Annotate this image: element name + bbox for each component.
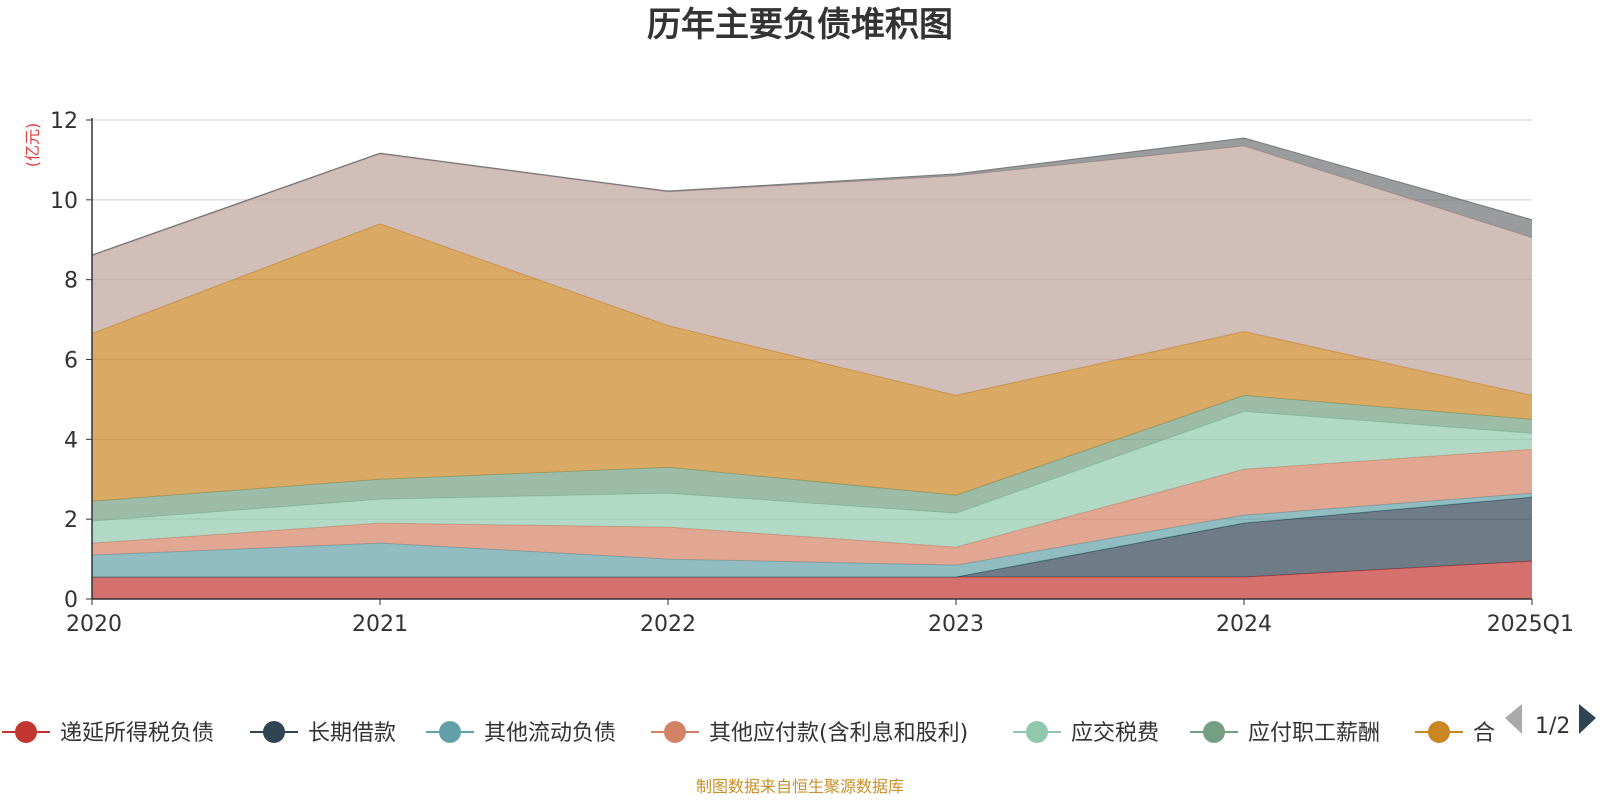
legend-pager[interactable]: 1/2 bbox=[1505, 704, 1596, 739]
y-tick-label: 0 bbox=[64, 588, 78, 613]
legend-item[interactable]: 应交税费 bbox=[1013, 721, 1159, 746]
legend-marker bbox=[1026, 721, 1048, 743]
source-note: 制图数据来自恒生聚源数据库 bbox=[696, 777, 904, 796]
pager-text: 1/2 bbox=[1535, 714, 1570, 739]
area-series bbox=[91, 137, 1533, 599]
area-series-递延所得税负债 bbox=[92, 561, 1532, 599]
legend-marker bbox=[664, 721, 686, 743]
area-series-应付账款 bbox=[92, 145, 1532, 396]
legend-item[interactable]: 长期借款 bbox=[250, 721, 396, 746]
legend-label: 其他流动负债 bbox=[484, 721, 616, 746]
legend-label: 长期借款 bbox=[308, 721, 396, 746]
x-tick-label: 2020 bbox=[66, 612, 122, 637]
legend-item[interactable]: 应付职工薪酬 bbox=[1190, 721, 1380, 746]
y-tick-label: 8 bbox=[64, 269, 78, 294]
area-series-应交税费 bbox=[92, 411, 1532, 548]
legend: 递延所得税负债 长期借款 其他流动负债 其他应付款(含利息和股利) 应交税费 应付职工薪酬… bbox=[2, 721, 1495, 746]
legend-item[interactable]: 其他应付款(含利息和股利) bbox=[651, 721, 968, 746]
legend-label: 应交税费 bbox=[1071, 721, 1159, 746]
x-tick-label: 2022 bbox=[640, 612, 696, 637]
area-series-合同负债 bbox=[92, 223, 1532, 502]
legend-marker bbox=[263, 721, 285, 743]
pager-prev-icon[interactable] bbox=[1505, 704, 1522, 734]
legend-label: 递延所得税负债 bbox=[60, 721, 214, 746]
legend-item[interactable]: 其他流动负债 bbox=[426, 721, 616, 746]
area-series-应付职工薪酬 bbox=[92, 395, 1532, 522]
x-tick-label: 2021 bbox=[352, 612, 408, 637]
area-series-长期借款 bbox=[92, 497, 1532, 578]
area-series-其他流动负债 bbox=[92, 493, 1532, 578]
legend-label: 其他应付款(含利息和股利) bbox=[709, 721, 968, 746]
x-tick-label: 2025Q1 bbox=[1487, 612, 1574, 637]
pager-next-icon[interactable] bbox=[1579, 704, 1596, 734]
legend-marker bbox=[15, 721, 37, 743]
y-tick-label: 12 bbox=[50, 109, 78, 134]
legend-label: 合 bbox=[1473, 721, 1495, 746]
legend-item[interactable]: 递延所得税负债 bbox=[2, 721, 214, 746]
y-tick-label: 2 bbox=[64, 508, 78, 533]
legend-marker bbox=[1428, 721, 1450, 743]
legend-marker bbox=[1203, 721, 1225, 743]
x-tick-label: 2023 bbox=[928, 612, 984, 637]
series-line-其他 bbox=[91, 137, 1533, 256]
legend-marker bbox=[439, 721, 461, 743]
x-tick-label: 2024 bbox=[1216, 612, 1272, 637]
legend-label: 应付职工薪酬 bbox=[1248, 721, 1380, 746]
y-tick-label: 10 bbox=[50, 189, 78, 214]
y-tick-label: 4 bbox=[64, 428, 78, 453]
legend-item[interactable]: 合 bbox=[1415, 721, 1495, 746]
y-unit-label: (亿元) bbox=[23, 123, 42, 168]
chart-title: 历年主要负债堆积图 bbox=[647, 5, 953, 45]
axes: 0 2 4 6 8 10 12 2020 2021 2022 2023 2024 2025Q1 bbox=[50, 109, 1574, 637]
area-series-其他应付款(含利息和股利) bbox=[92, 449, 1532, 566]
y-tick-label: 6 bbox=[64, 349, 78, 374]
